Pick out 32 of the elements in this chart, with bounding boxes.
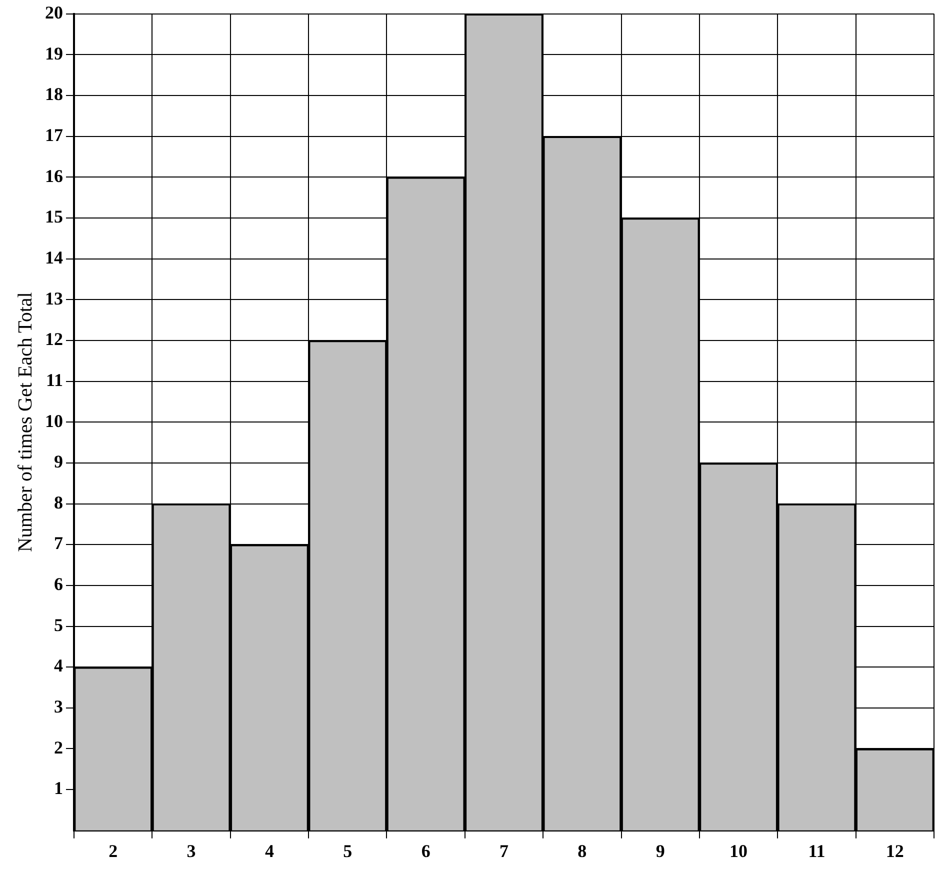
y-tick-label: 1 — [54, 778, 63, 798]
y-tick-label: 7 — [54, 533, 63, 554]
x-tick-label: 12 — [886, 840, 904, 861]
x-tick-label: 9 — [656, 840, 665, 861]
x-tick-label: 11 — [808, 840, 826, 861]
y-tick-label: 4 — [54, 656, 63, 676]
x-tick-label: 10 — [730, 840, 748, 861]
y-tick-label: 12 — [45, 329, 63, 350]
x-tick-label: 7 — [500, 840, 508, 861]
y-tick-label: 15 — [45, 206, 63, 227]
y-axis-title: Number of times Get Each Total — [14, 292, 36, 552]
x-tick-label: 4 — [264, 840, 274, 861]
y-tick-label: 2 — [54, 737, 63, 758]
x-tick-label: 2 — [108, 840, 118, 861]
y-tick-label: 3 — [54, 696, 63, 717]
y-tick-label: 19 — [45, 43, 63, 64]
y-tick-label: 13 — [45, 288, 63, 308]
y-tick-label: 20 — [45, 2, 63, 22]
y-tick-label: 6 — [54, 574, 63, 594]
x-tick-label: 6 — [421, 840, 430, 861]
y-tick-label: 9 — [54, 452, 63, 472]
y-tick-label: 8 — [54, 492, 63, 512]
y-tick-label: 14 — [45, 247, 63, 268]
y-tick-label: 17 — [45, 124, 63, 145]
y-tick-label: 10 — [45, 410, 63, 431]
x-tick-label: 8 — [578, 840, 587, 861]
y-tick-label: 18 — [45, 84, 63, 104]
x-tick-label: 5 — [343, 840, 352, 861]
y-tick-label: 11 — [46, 370, 63, 390]
x-tick-label: 3 — [186, 840, 196, 861]
y-tick-label: 5 — [54, 614, 63, 635]
y-tick-label: 16 — [45, 166, 63, 186]
